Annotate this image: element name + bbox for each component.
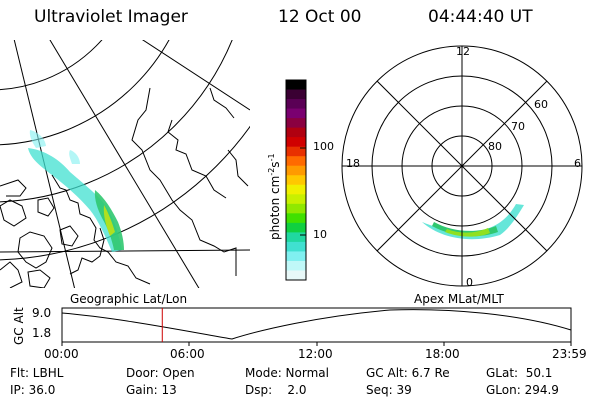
timeline-xtick-1200: 12:00 [298, 347, 333, 361]
timeline-frame [61, 307, 572, 343]
mlt-label-18: 18 [346, 157, 360, 170]
gc-altitude-curve [61, 309, 572, 340]
status-door: Door: Open [126, 366, 195, 380]
color-scale-step [286, 213, 306, 224]
status-seq: Seq: 39 [366, 383, 412, 397]
altitude-timeline [61, 307, 572, 346]
timeline-ylabel: GC Alt [12, 307, 26, 345]
mlat-label-80: 80 [488, 140, 502, 153]
geographic-caption: Geographic Lat/Lon [70, 292, 188, 306]
mlt-label-12: 12 [456, 45, 470, 58]
status-glon: GLon: 294.9 [486, 383, 559, 397]
color-scale-step [286, 99, 306, 110]
status-mode: Mode: Normal [245, 366, 329, 380]
status-dsp: Dsp: 2.0 [245, 383, 307, 397]
color-scale-frame [285, 79, 307, 281]
timeline-ytick-top: 9.0 [32, 306, 52, 320]
aurora-emission-polar [422, 204, 524, 240]
color-scale-step [286, 137, 306, 148]
color-scale-bar [286, 80, 306, 281]
timeline-ytick-bottom: 1.8 [32, 326, 52, 340]
mlat-label-60: 60 [534, 98, 548, 111]
mlat-label-70: 70 [511, 120, 525, 133]
status-gcalt: GC Alt: 6.7 Re [366, 366, 450, 380]
apex-caption: Apex MLat/MLT [414, 292, 504, 306]
colorbar-tick-100: 100 [313, 140, 334, 153]
color-scale-step [286, 156, 306, 167]
color-scale-step [286, 241, 306, 252]
color-scale-step [286, 184, 306, 195]
status-gain: Gain: 13 [126, 383, 177, 397]
timeline-xtick-1800: 18:00 [425, 347, 460, 361]
color-scale-step [286, 260, 306, 271]
magnetic-polar-plot [341, 45, 583, 287]
time-label: 04:44:40 UT [428, 7, 533, 27]
timeline-xtick-2359: 23:59 [552, 347, 587, 361]
color-scale-step [286, 251, 306, 262]
color-scale-step [286, 108, 306, 119]
date-label: 12 Oct 00 [278, 7, 362, 27]
color-scale-step [286, 118, 306, 129]
mlt-label-6: 6 [574, 157, 581, 170]
color-scale-step [286, 146, 306, 157]
color-scale-step [286, 203, 306, 214]
status-ip: IP: 36.0 [10, 383, 56, 397]
color-scale-step [286, 270, 306, 281]
color-scale-step [286, 165, 306, 176]
colorbar-tick-10: 10 [313, 228, 327, 241]
color-scale-step [286, 175, 306, 186]
color-scale-step [286, 232, 306, 243]
mlt-label-0: 0 [466, 276, 473, 289]
color-scale-step [286, 89, 306, 100]
geographic-map [0, 40, 250, 288]
colorbar-unit-label: photon cm-2s-1 [267, 153, 282, 240]
color-scale-step [286, 80, 306, 91]
timeline-xtick-0600: 06:00 [170, 347, 205, 361]
color-scale-step [286, 194, 306, 205]
aurora-emission-geo [28, 130, 124, 252]
color-scale-step [286, 127, 306, 138]
color-scale-step [286, 222, 306, 233]
timeline-xtick-0000: 00:00 [44, 347, 79, 361]
status-flt: Flt: LBHL [10, 366, 64, 380]
coastlines [0, 87, 249, 288]
status-glat: GLat: 50.1 [486, 366, 553, 380]
instrument-title: Ultraviolet Imager [34, 7, 188, 27]
